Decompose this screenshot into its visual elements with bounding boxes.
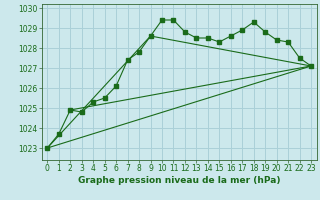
X-axis label: Graphe pression niveau de la mer (hPa): Graphe pression niveau de la mer (hPa) <box>78 176 280 185</box>
